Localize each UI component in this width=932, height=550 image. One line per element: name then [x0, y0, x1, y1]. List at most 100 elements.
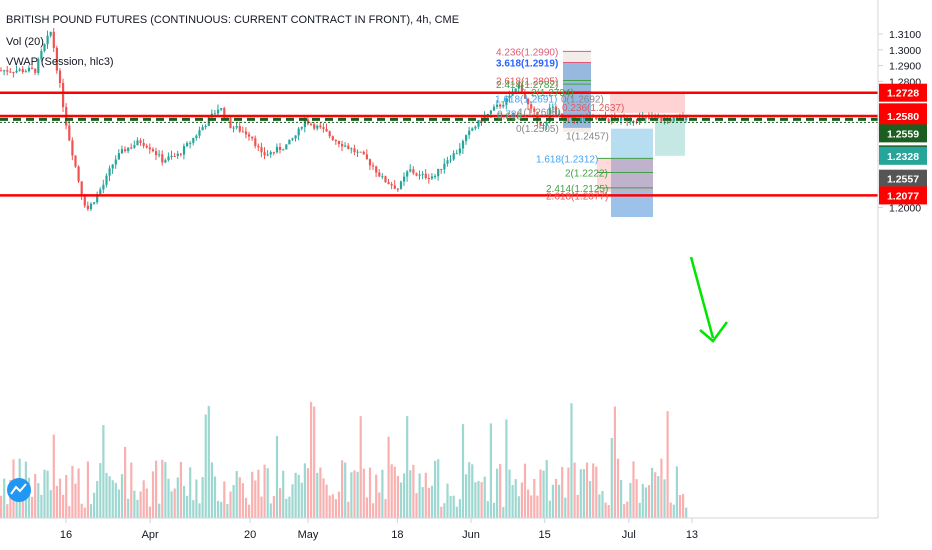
- volume-bar: [548, 500, 551, 518]
- stop-loss-zone: [610, 92, 685, 113]
- volume-bar: [440, 506, 443, 518]
- candle: [297, 128, 300, 136]
- candle: [353, 148, 356, 153]
- candle: [86, 205, 89, 210]
- fib-boxes[interactable]: [563, 50, 685, 218]
- volume-bar: [424, 472, 427, 518]
- volume-bar: [279, 488, 282, 518]
- candle: [443, 163, 446, 170]
- vwap-indicator-label[interactable]: VWAP (Session, hlc3): [6, 56, 114, 68]
- candle: [108, 168, 111, 176]
- candle: [613, 116, 616, 119]
- candle: [350, 148, 353, 150]
- volume-bar: [192, 500, 195, 518]
- volume-bar: [514, 479, 517, 518]
- volume-bar: [430, 485, 434, 518]
- volume-bar: [316, 472, 319, 518]
- price-label-bg: [879, 107, 927, 126]
- volume-bar: [254, 480, 257, 518]
- tradingview-logo[interactable]: [7, 478, 31, 502]
- price-label: 1.2580: [887, 111, 919, 123]
- arrow-head: [699, 321, 729, 343]
- volume-bar: [396, 475, 399, 518]
- candle: [539, 121, 542, 125]
- horizontal-levels[interactable]: [0, 91, 878, 197]
- candle: [27, 67, 31, 72]
- volume-bar: [201, 477, 204, 518]
- candle: [334, 139, 337, 142]
- volume-bar: [601, 491, 604, 518]
- volume-bar: [545, 460, 548, 518]
- candle: [620, 116, 623, 121]
- volume-bar: [434, 460, 437, 518]
- candle: [111, 164, 114, 169]
- volume-indicator-label[interactable]: Vol (20): [6, 36, 44, 48]
- volume-bar: [127, 498, 130, 518]
- volume-bar: [446, 483, 449, 518]
- volume-bar: [257, 469, 260, 518]
- price-axis[interactable]: 1.31001.30001.29001.28001.27001.25001.23…: [877, 0, 921, 518]
- volume-bar: [381, 469, 384, 518]
- candle: [601, 117, 604, 119]
- volume-bar: [55, 485, 58, 518]
- volume-bar: [626, 501, 629, 518]
- volume-bar: [350, 472, 353, 518]
- candle: [530, 104, 533, 109]
- volume-bar: [660, 458, 663, 518]
- fib-label: 0.236(1.2637): [562, 103, 624, 114]
- candle: [455, 153, 458, 155]
- candle: [24, 71, 27, 73]
- volume-bar: [124, 446, 127, 518]
- volume-bar: [133, 490, 136, 518]
- volume-bar: [505, 419, 508, 518]
- volume-bar: [300, 482, 303, 518]
- volume-bar: [77, 468, 80, 518]
- volume-bar: [427, 487, 430, 518]
- candle: [282, 149, 285, 151]
- candle: [49, 31, 52, 36]
- projection-arrow[interactable]: [689, 256, 729, 343]
- price-label: 1.2077: [887, 190, 919, 202]
- volume-bar: [269, 503, 272, 518]
- candle: [34, 68, 37, 73]
- price-label: 1.2559: [887, 128, 919, 140]
- volume-bar: [130, 462, 133, 518]
- candle: [133, 145, 136, 148]
- volume-bar: [136, 499, 139, 518]
- volume-bar: [654, 472, 657, 518]
- candle: [0, 70, 3, 72]
- volume-bar: [589, 481, 592, 518]
- volume-bar: [579, 469, 582, 518]
- volume-bar: [68, 506, 71, 518]
- candle: [71, 140, 74, 156]
- volume-bar: [275, 435, 279, 518]
- volume-bar: [629, 483, 632, 518]
- fib-label: 2.414(1.2782): [496, 80, 558, 91]
- candle: [440, 168, 443, 170]
- volume-bar: [148, 506, 151, 518]
- volume-bar: [471, 464, 474, 518]
- volume-bar: [93, 492, 96, 518]
- volume-bar: [663, 479, 666, 518]
- candle: [558, 113, 561, 116]
- volume-bar: [229, 491, 232, 518]
- volume-bar: [102, 425, 105, 518]
- candle: [372, 165, 375, 167]
- volume-bar: [83, 507, 86, 518]
- volume-bar: [325, 484, 328, 518]
- volume-bar: [576, 494, 579, 518]
- time-axis[interactable]: 16 Apr 20 May 18 Jun 15 Jul 13: [0, 517, 878, 541]
- candle: [139, 140, 142, 143]
- volume-bar: [344, 462, 347, 518]
- candle: [492, 106, 496, 111]
- candle: [424, 173, 427, 179]
- volume-bar: [49, 490, 52, 518]
- volume-bar: [313, 406, 316, 518]
- candle: [170, 155, 173, 157]
- price-label-bg: [879, 146, 927, 165]
- volume-bar: [508, 469, 511, 518]
- candle: [58, 70, 62, 83]
- candle: [248, 134, 251, 137]
